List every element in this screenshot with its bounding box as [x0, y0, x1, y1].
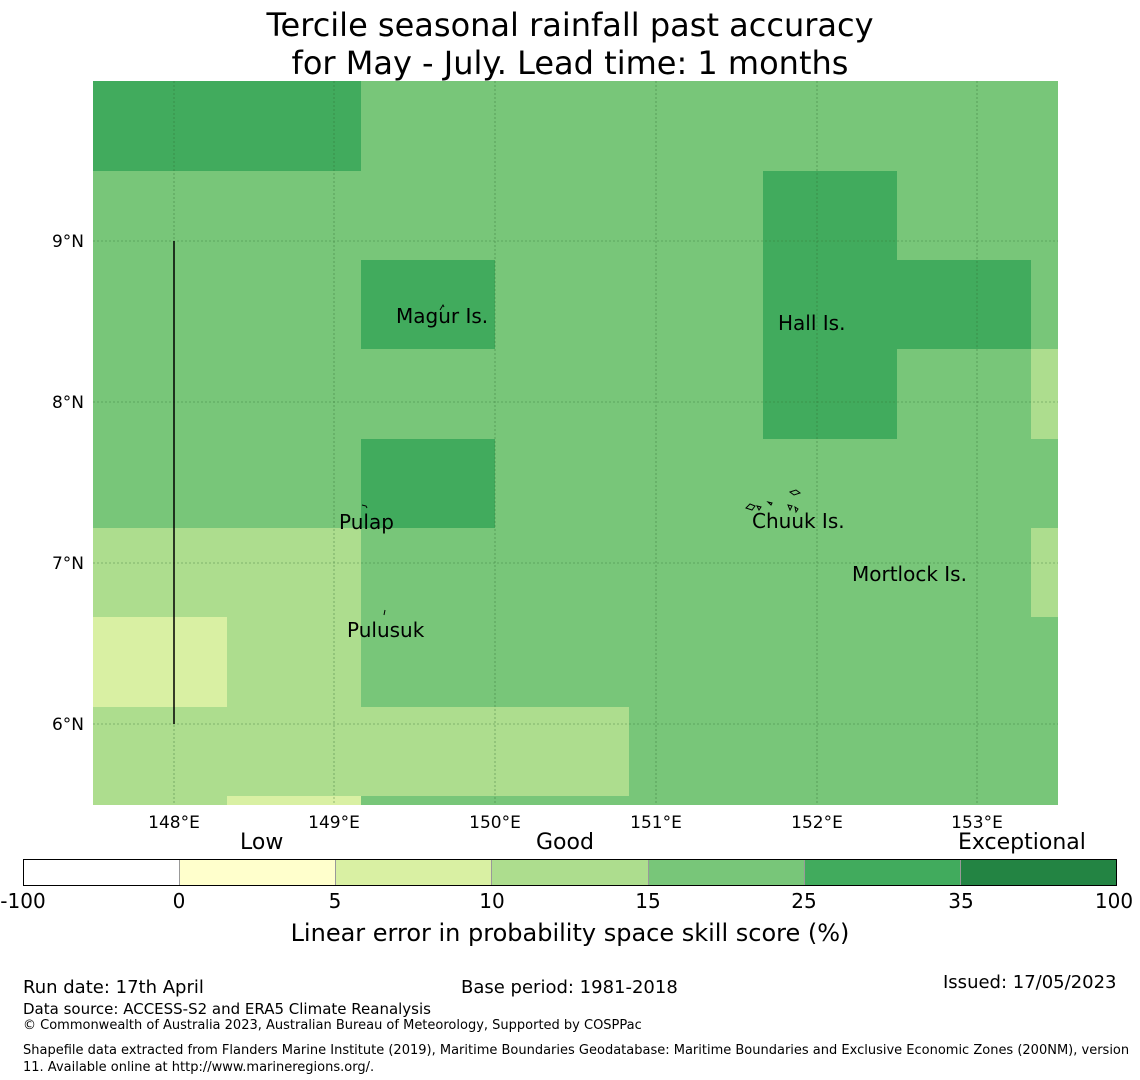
base-period: Base period: 1981-2018 — [461, 977, 678, 998]
place-label-pulap: Pulap — [339, 510, 394, 534]
colorbar-bin — [804, 860, 961, 885]
skill-region-west-low — [93, 617, 227, 707]
map-title-line-1: Tercile seasonal rainfall past accuracy — [266, 6, 874, 44]
colorbar-tick: -100 — [0, 889, 46, 913]
colorbar-tick: 25 — [791, 889, 817, 913]
colorbar-category-good: Good — [536, 830, 594, 855]
lat-label: 6°N — [52, 715, 84, 735]
island-pulusuk — [383, 609, 386, 616]
colorbar-category-low: Low — [240, 830, 284, 855]
lon-label: 150°E — [469, 813, 521, 830]
copyright-notice: © Commonwealth of Australia 2023, Austra… — [23, 1018, 642, 1033]
colorbar-bin — [24, 860, 181, 885]
island-chuuk-4 — [788, 489, 802, 496]
place-label-pulusuk: Pulusuk — [347, 618, 425, 642]
lat-label: 7°N — [52, 554, 84, 574]
skill-region-magur — [361, 260, 495, 349]
colorbar — [23, 859, 1117, 886]
island-chuuk-2 — [756, 505, 762, 511]
colorbar-tick: 0 — [172, 889, 186, 913]
map-title-line-2: for May - July. Lead time: 1 months — [291, 44, 849, 82]
lat-label: 9°N — [52, 232, 84, 252]
skill-score-map: Magur Is. Hall Is. Pulap Chuuk Is. Mortl… — [52, 81, 1058, 830]
skill-region-south-low — [227, 796, 361, 805]
lon-label: 148°E — [148, 813, 200, 830]
skill-region-hall — [763, 171, 897, 439]
colorbar-tick: 5 — [328, 889, 342, 913]
place-label-chuuk: Chuuk Is. — [752, 509, 845, 533]
issued-date: Issued: 17/05/2023 — [943, 972, 1117, 993]
colorbar-tick: 35 — [948, 889, 974, 913]
place-label-magur: Magur Is. — [396, 304, 488, 328]
skill-region-east-edge-2 — [1031, 528, 1058, 617]
shapefile-credit: Shapefile data extracted from Flanders M… — [23, 1043, 1130, 1075]
place-label-mortlock: Mortlock Is. — [852, 562, 967, 586]
island-magur — [439, 303, 445, 311]
lat-label: 8°N — [52, 393, 84, 413]
colorbar-bin — [336, 860, 493, 885]
colorbar-label: Linear error in probability space skill … — [290, 919, 850, 947]
data-source: Data source: ACCESS-S2 and ERA5 Climate … — [23, 1000, 431, 1018]
skill-region-central — [361, 439, 495, 528]
lon-label: 151°E — [630, 813, 682, 830]
lat-labels: 9°N 8°N 7°N 6°N — [52, 232, 84, 735]
lon-label: 152°E — [791, 813, 843, 830]
colorbar-bin — [180, 860, 337, 885]
island-pulap — [361, 504, 368, 509]
colorbar-bin — [960, 860, 1116, 885]
colorbar-tick: 10 — [479, 889, 505, 913]
colorbar-tick: 15 — [635, 889, 661, 913]
island-outlines — [361, 303, 802, 616]
lon-labels: 148°E 149°E 150°E 151°E 152°E 153°E — [148, 813, 1003, 830]
skill-region-east — [897, 260, 1031, 349]
island-chuuk-5 — [787, 504, 793, 512]
lon-label: 153°E — [951, 813, 1003, 830]
place-label-hall: Hall Is. — [778, 311, 845, 335]
skill-region-east-edge-1 — [1031, 349, 1058, 439]
colorbar-category-exceptional: Exceptional — [958, 830, 1086, 855]
island-chuuk-6 — [794, 505, 799, 514]
run-date: Run date: 17th April — [23, 977, 204, 998]
island-chuuk-3 — [766, 501, 773, 506]
colorbar-bin — [492, 860, 649, 885]
lon-label: 149°E — [308, 813, 360, 830]
colorbar-bin — [648, 860, 805, 885]
colorbar-tick: 100 — [1094, 889, 1134, 913]
skill-region-top-left — [93, 81, 361, 171]
island-chuuk-1 — [745, 503, 756, 511]
